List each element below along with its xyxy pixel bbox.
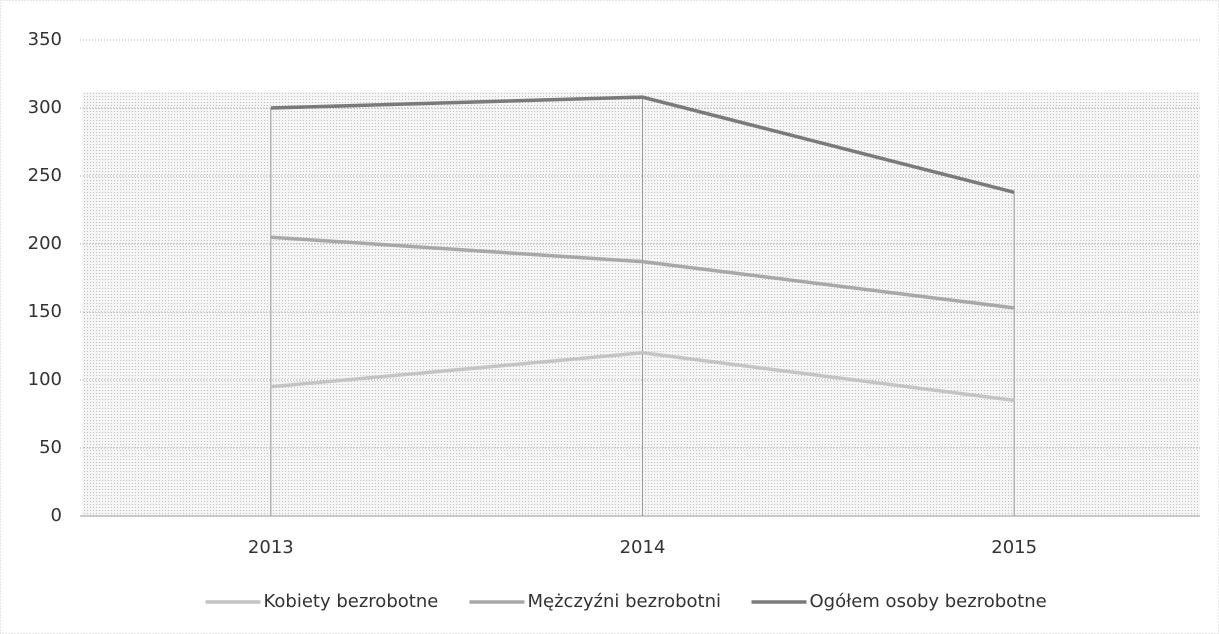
y-tick-label: 100: [28, 369, 62, 390]
legend-label: Mężczyźni bezrobotni: [528, 591, 722, 612]
x-tick-label: 2015: [991, 537, 1037, 558]
legend-label: Kobiety bezrobotne: [264, 591, 439, 612]
y-tick-label: 150: [28, 301, 62, 322]
y-tick-label: 50: [39, 437, 62, 458]
series-line: [270, 351, 1015, 403]
y-tick-label: 0: [51, 505, 62, 526]
series-line: [270, 95, 1015, 195]
legend-label: Ogółem osoby bezrobotne: [810, 591, 1047, 612]
plot-area: [82, 92, 1200, 516]
y-tick-label: 300: [28, 97, 62, 118]
x-tick-label: 2013: [248, 537, 294, 558]
y-tick-label: 200: [28, 233, 62, 254]
y-tick-label: 250: [28, 165, 62, 186]
y-tick-label: 350: [28, 29, 62, 50]
x-tick-label: 2014: [620, 537, 666, 558]
series-line: [270, 235, 1015, 310]
